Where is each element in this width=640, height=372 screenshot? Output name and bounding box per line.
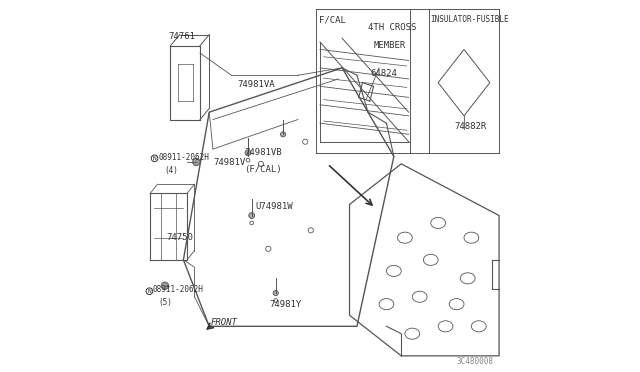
Circle shape — [193, 158, 200, 166]
Text: 08911-2062H: 08911-2062H — [158, 153, 209, 162]
Text: (5): (5) — [158, 298, 172, 307]
Circle shape — [161, 282, 168, 289]
Circle shape — [245, 150, 251, 156]
Text: N: N — [153, 156, 156, 161]
Text: 3C480008: 3C480008 — [456, 357, 493, 366]
Text: F/CAL: F/CAL — [319, 15, 346, 24]
Text: 08911-2062H: 08911-2062H — [152, 285, 203, 294]
Text: FRONT: FRONT — [211, 318, 238, 327]
Text: 74761: 74761 — [168, 32, 195, 41]
Text: 74750: 74750 — [167, 233, 194, 242]
Text: MEMBER: MEMBER — [374, 41, 406, 50]
Circle shape — [280, 132, 285, 137]
Text: 74981VB: 74981VB — [244, 148, 282, 157]
Text: 74882R: 74882R — [455, 122, 487, 131]
Text: U74981W: U74981W — [255, 202, 293, 211]
Text: 74981V: 74981V — [213, 157, 245, 167]
Circle shape — [273, 291, 278, 296]
Text: 74981VA: 74981VA — [237, 80, 275, 89]
Text: INSULATOR-FUSIBLE: INSULATOR-FUSIBLE — [431, 15, 509, 24]
Circle shape — [249, 212, 255, 218]
Text: 64824: 64824 — [371, 69, 397, 78]
Text: N: N — [148, 289, 151, 294]
Text: (F/CAL): (F/CAL) — [244, 165, 282, 174]
Text: (4): (4) — [164, 166, 178, 175]
Text: 74981Y: 74981Y — [269, 300, 301, 309]
Text: 4TH CROSS: 4TH CROSS — [368, 23, 417, 32]
